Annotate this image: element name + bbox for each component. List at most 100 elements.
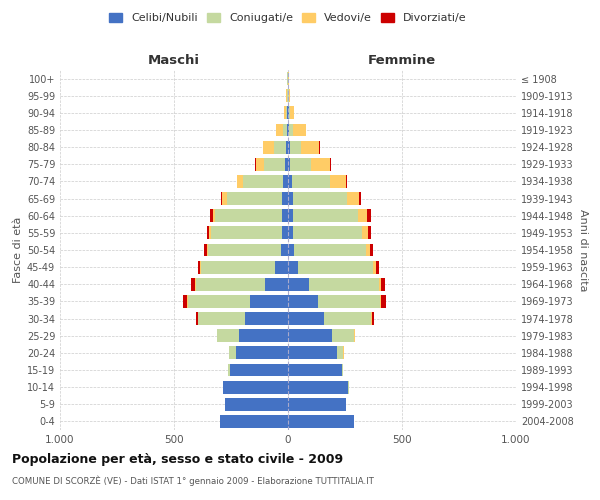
Bar xyxy=(288,312,325,325)
Bar xyxy=(213,210,215,222)
Bar xyxy=(183,295,187,308)
Bar xyxy=(236,346,288,360)
Bar xyxy=(380,278,385,290)
Bar xyxy=(281,210,288,222)
Bar xyxy=(288,106,289,120)
Bar xyxy=(294,244,365,256)
Bar xyxy=(230,364,288,376)
Bar xyxy=(238,175,243,188)
Bar xyxy=(200,260,202,274)
Bar xyxy=(290,140,301,153)
Bar xyxy=(288,415,354,428)
Bar xyxy=(277,124,283,136)
Bar xyxy=(290,158,311,170)
Bar xyxy=(228,364,230,376)
Legend: Celibi/Nubili, Coniugati/e, Vedovi/e, Divorziati/e: Celibi/Nubili, Coniugati/e, Vedovi/e, Di… xyxy=(105,8,471,28)
Bar xyxy=(362,226,368,239)
Bar xyxy=(365,244,370,256)
Bar xyxy=(196,278,265,290)
Bar xyxy=(288,158,290,170)
Bar xyxy=(209,226,211,239)
Bar xyxy=(346,175,347,188)
Text: COMUNE DI SCORZÈ (VE) - Dati ISTAT 1° gennaio 2009 - Elaborazione TUTTITALIA.IT: COMUNE DI SCORZÈ (VE) - Dati ISTAT 1° ge… xyxy=(12,476,374,486)
Bar xyxy=(196,312,198,325)
Bar xyxy=(286,140,288,153)
Bar xyxy=(227,192,281,205)
Bar xyxy=(311,158,330,170)
Bar xyxy=(239,330,288,342)
Bar xyxy=(198,312,245,325)
Bar xyxy=(368,226,371,239)
Bar xyxy=(332,330,354,342)
Bar xyxy=(288,364,341,376)
Bar xyxy=(217,330,239,342)
Bar xyxy=(245,312,288,325)
Bar xyxy=(380,295,382,308)
Bar xyxy=(288,124,289,136)
Bar xyxy=(263,158,285,170)
Bar xyxy=(325,312,371,325)
Bar xyxy=(288,278,308,290)
Text: Femmine: Femmine xyxy=(368,54,436,66)
Bar xyxy=(281,192,288,205)
Bar xyxy=(288,398,346,410)
Bar xyxy=(210,210,213,222)
Bar xyxy=(265,278,288,290)
Bar xyxy=(198,260,200,274)
Bar xyxy=(188,295,250,308)
Bar xyxy=(293,226,362,239)
Y-axis label: Anni di nascita: Anni di nascita xyxy=(577,209,587,291)
Bar xyxy=(286,90,287,102)
Bar xyxy=(202,260,275,274)
Bar xyxy=(288,260,298,274)
Text: Popolazione per età, sesso e stato civile - 2009: Popolazione per età, sesso e stato civil… xyxy=(12,452,343,466)
Bar xyxy=(288,210,293,222)
Bar xyxy=(215,210,281,222)
Bar xyxy=(281,226,288,239)
Bar xyxy=(223,380,288,394)
Bar xyxy=(293,124,306,136)
Bar xyxy=(337,346,343,360)
Bar xyxy=(341,364,343,376)
Bar xyxy=(292,175,330,188)
Bar xyxy=(283,124,287,136)
Bar xyxy=(308,278,379,290)
Bar xyxy=(288,380,349,394)
Bar xyxy=(298,260,373,274)
Bar xyxy=(204,244,206,256)
Bar xyxy=(286,106,287,120)
Bar xyxy=(371,312,372,325)
Bar xyxy=(263,140,274,153)
Bar xyxy=(250,295,288,308)
Bar xyxy=(358,210,367,222)
Bar xyxy=(289,90,290,102)
Bar xyxy=(285,158,288,170)
Bar xyxy=(211,226,281,239)
Bar xyxy=(289,124,293,136)
Bar xyxy=(237,175,238,188)
Bar xyxy=(367,210,371,222)
Bar xyxy=(288,226,293,239)
Bar xyxy=(288,295,317,308)
Bar xyxy=(293,210,358,222)
Bar xyxy=(283,175,288,188)
Bar xyxy=(243,175,283,188)
Bar xyxy=(382,295,386,308)
Bar xyxy=(289,106,290,120)
Bar xyxy=(220,415,288,428)
Bar xyxy=(287,124,288,136)
Bar xyxy=(290,106,295,120)
Bar xyxy=(229,346,236,360)
Bar xyxy=(330,175,346,188)
Bar xyxy=(207,226,209,239)
Bar xyxy=(223,192,227,205)
Bar xyxy=(284,106,286,120)
Bar xyxy=(208,244,281,256)
Text: Maschi: Maschi xyxy=(148,54,200,66)
Bar xyxy=(359,192,361,205)
Bar xyxy=(287,106,288,120)
Y-axis label: Fasce di età: Fasce di età xyxy=(13,217,23,283)
Bar xyxy=(288,140,290,153)
Bar xyxy=(317,295,380,308)
Bar xyxy=(221,192,223,205)
